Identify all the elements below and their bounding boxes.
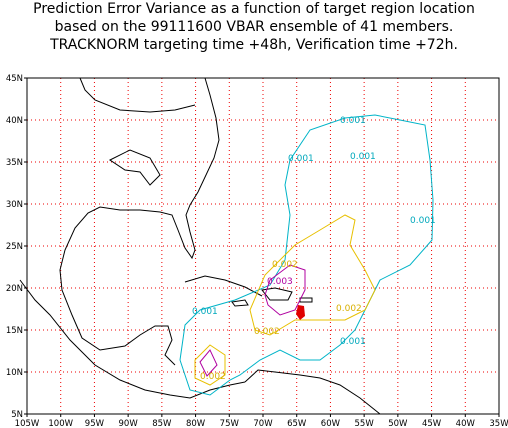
lon-label: 50W [388, 419, 408, 428]
contour-label: 0.001 [192, 307, 218, 317]
lat-label: 5N [11, 410, 23, 420]
lat-label: 10N [6, 368, 23, 378]
contour-label: 0.001 [340, 116, 366, 126]
contour-label: 0.002 [200, 372, 226, 382]
lon-label: 105W [15, 419, 40, 428]
lon-label: 100W [48, 419, 73, 428]
contour-line [194, 344, 226, 386]
lat-label: 45N [6, 74, 23, 84]
contours [179, 114, 434, 396]
contour-peak [296, 305, 305, 320]
lon-label: 45W [422, 419, 442, 428]
contour-label: 0.001 [288, 154, 314, 164]
contour-label: 0.001 [340, 337, 366, 347]
lon-label: 55W [355, 419, 375, 428]
title-line: based on the 99111600 VBAR ensemble of 4… [55, 19, 454, 35]
lon-label: 70W [253, 419, 273, 428]
lon-label: 80W [186, 419, 206, 428]
contour-label: 0.001 [410, 216, 436, 226]
grid [27, 78, 499, 414]
lon-label: 40W [456, 419, 476, 428]
contour-labels: 0.001 0.001 0.001 0.001 0.001 0.001 0.00… [192, 116, 436, 382]
title-line: TRACKNORM targeting time +48h, Verificat… [49, 37, 458, 53]
contour-line [179, 114, 434, 396]
title-line: Prediction Error Variance as a function … [33, 1, 475, 17]
lon-label: 65W [287, 419, 307, 428]
lon-label: 60W [321, 419, 341, 428]
contour-label: 0.002 [254, 327, 280, 337]
contour-label: 0.002 [336, 304, 362, 314]
lat-label: 20N [6, 284, 23, 294]
lon-label: 35W [489, 419, 508, 428]
lat-label: 15N [6, 326, 23, 336]
contour-line [199, 349, 218, 377]
contour-line [264, 264, 306, 316]
lon-label: 95W [85, 419, 105, 428]
contour-label: 0.001 [350, 152, 376, 162]
lon-label: 90W [119, 419, 139, 428]
lat-label: 35N [6, 158, 23, 168]
lon-label: 75W [220, 419, 240, 428]
lat-label: 30N [6, 200, 23, 210]
contour-label: 0.003 [267, 277, 293, 287]
coastlines [19, 77, 381, 415]
lon-label: 85W [152, 419, 172, 428]
lat-label: 40N [6, 116, 23, 126]
lat-label: 25N [6, 242, 23, 252]
contour-line [249, 214, 376, 336]
contour-label: 0.002 [272, 260, 298, 270]
